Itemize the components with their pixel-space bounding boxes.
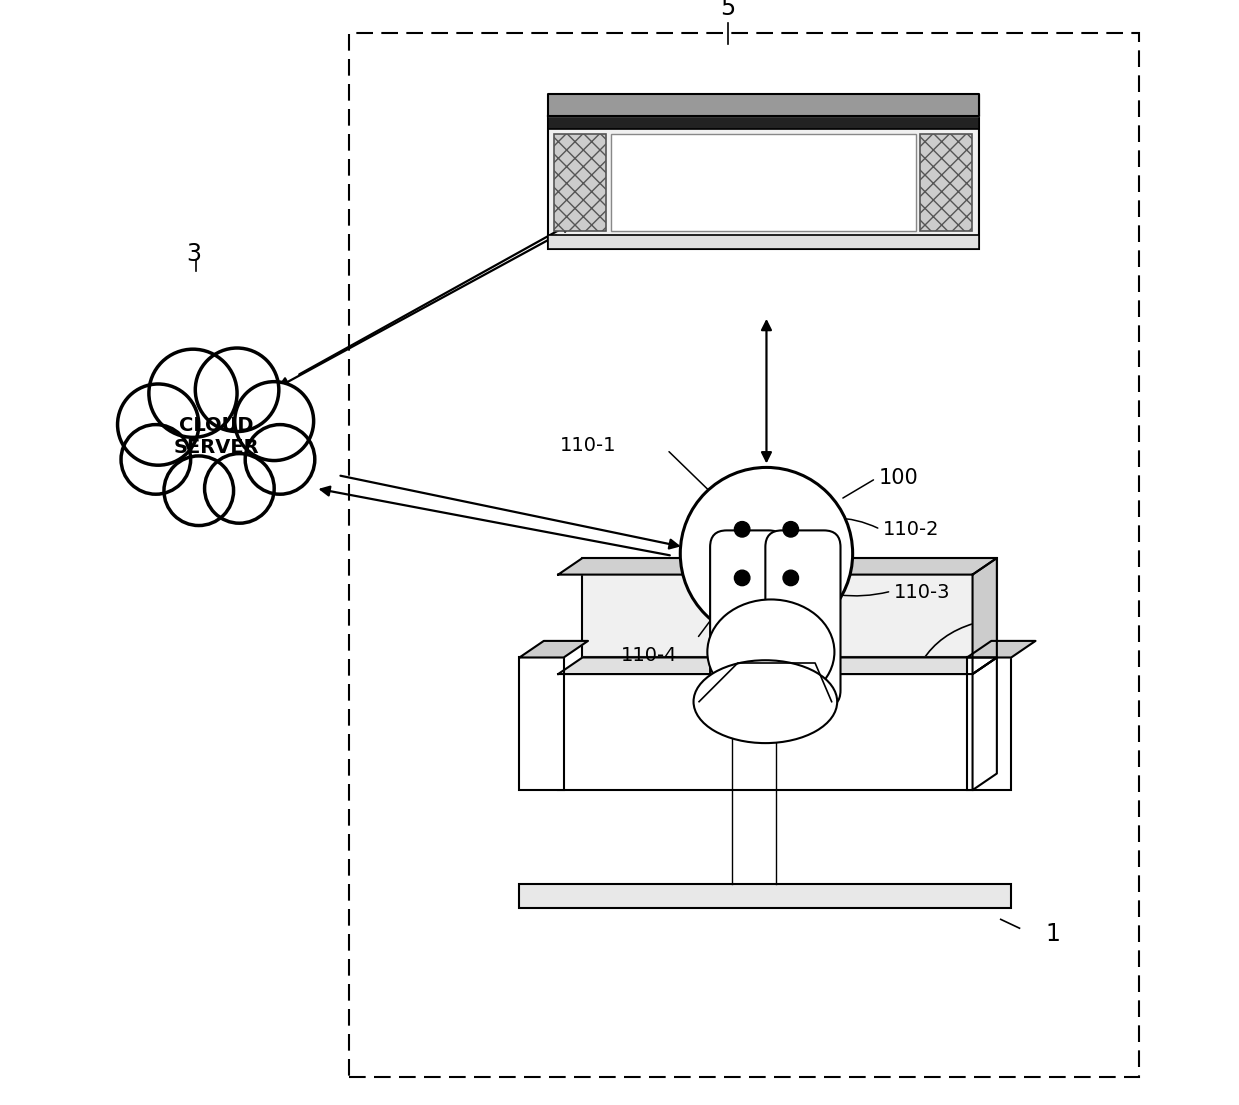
Text: 1: 1 bbox=[1046, 922, 1061, 946]
Polygon shape bbox=[559, 657, 997, 674]
Polygon shape bbox=[519, 641, 589, 657]
Circle shape bbox=[735, 570, 750, 586]
Circle shape bbox=[783, 570, 798, 586]
Polygon shape bbox=[973, 558, 997, 674]
Bar bbox=[548, 235, 979, 249]
Bar bbox=[548, 103, 979, 129]
Bar bbox=[554, 134, 606, 231]
Circle shape bbox=[783, 522, 798, 537]
Circle shape bbox=[196, 348, 279, 432]
Polygon shape bbox=[559, 558, 997, 575]
Text: 5: 5 bbox=[720, 0, 736, 20]
Bar bbox=[348, 33, 1139, 1077]
Bar bbox=[611, 134, 916, 231]
Ellipse shape bbox=[694, 661, 838, 744]
Circle shape bbox=[164, 456, 234, 526]
Text: 3: 3 bbox=[187, 242, 202, 266]
Text: 110-1: 110-1 bbox=[560, 435, 616, 455]
Circle shape bbox=[121, 424, 191, 494]
Circle shape bbox=[149, 349, 237, 438]
Text: 110-2: 110-2 bbox=[882, 519, 939, 539]
Circle shape bbox=[735, 522, 750, 537]
FancyBboxPatch shape bbox=[710, 530, 786, 707]
Circle shape bbox=[118, 383, 198, 465]
Ellipse shape bbox=[707, 599, 834, 705]
Bar bbox=[519, 884, 1011, 908]
Text: 110-4: 110-4 bbox=[621, 646, 678, 665]
Circle shape bbox=[245, 424, 315, 494]
Circle shape bbox=[680, 467, 852, 640]
Bar bbox=[582, 558, 997, 657]
Circle shape bbox=[204, 454, 274, 524]
Bar bbox=[921, 134, 971, 231]
Polygon shape bbox=[973, 657, 997, 790]
Text: 100: 100 bbox=[880, 469, 919, 488]
Bar bbox=[966, 657, 1011, 790]
Circle shape bbox=[743, 608, 809, 674]
Bar bbox=[548, 116, 979, 249]
Text: CLOUD
SERVER: CLOUD SERVER bbox=[173, 415, 259, 457]
Circle shape bbox=[234, 381, 313, 461]
Polygon shape bbox=[966, 641, 1036, 657]
Text: 110-3: 110-3 bbox=[893, 582, 950, 602]
Bar bbox=[519, 657, 564, 790]
Bar bbox=[559, 674, 973, 790]
Polygon shape bbox=[548, 94, 979, 116]
FancyBboxPatch shape bbox=[766, 530, 840, 707]
